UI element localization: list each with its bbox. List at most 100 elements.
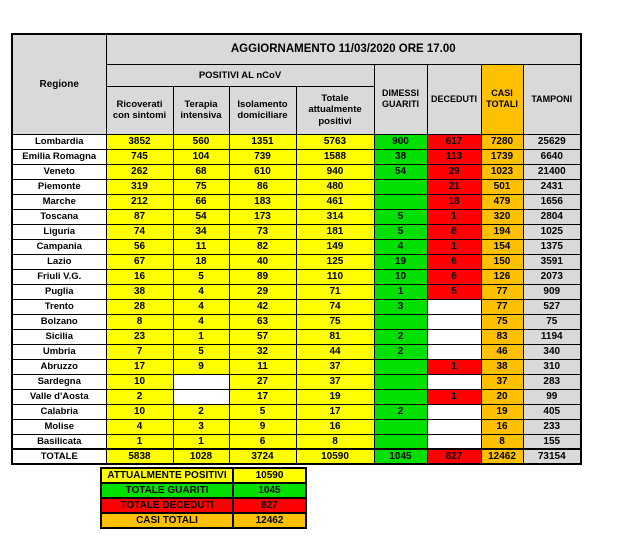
cell-terapia: 66 xyxy=(172,193,230,210)
cell-casi: 154 xyxy=(480,238,524,255)
cell-totale_positivi: 461 xyxy=(295,193,375,210)
cell-totale_positivi: 480 xyxy=(295,178,375,195)
col-header-casi-totali: CASI TOTALI xyxy=(480,63,524,135)
cell-regione: Lazio xyxy=(11,253,107,270)
table-row: Calabria 10 2 5 17 2 19 405 xyxy=(11,403,582,420)
table-row: Umbria 7 5 32 44 2 46 340 xyxy=(11,343,582,360)
table-row: Piemonte 319 75 86 480 21 501 2431 xyxy=(11,178,582,195)
col-header-isolamento: Isolamento domiciliare xyxy=(228,85,297,135)
cell-deceduti: 8 xyxy=(426,223,482,240)
cell-regione: Puglia xyxy=(11,283,107,300)
cell-dimessi xyxy=(373,433,428,450)
cell-totale_positivi: 19 xyxy=(295,388,375,405)
cell-ricoverati: 2 xyxy=(105,388,174,405)
cell-terapia: 1 xyxy=(172,328,230,345)
cell-casi: 320 xyxy=(480,208,524,225)
cell-totale_positivi: 5763 xyxy=(295,133,375,150)
cell-terapia: 4 xyxy=(172,283,230,300)
cell-dimessi: 3 xyxy=(373,298,428,315)
cell-ricoverati: 16 xyxy=(105,268,174,285)
positivi-group-header: POSITIVI AL nCoV xyxy=(105,63,375,87)
table-row: Basilicata 1 1 6 8 8 155 xyxy=(11,433,582,450)
cell-ricoverati: 1 xyxy=(105,433,174,450)
cell-deceduti xyxy=(426,313,482,330)
cell-ricoverati: 5838 xyxy=(105,448,174,465)
cell-deceduti: 617 xyxy=(426,133,482,150)
cell-casi: 1023 xyxy=(480,163,524,180)
table-row: Lazio 67 18 40 125 19 6 150 3591 xyxy=(11,253,582,270)
summary-table: ATTUALMENTE POSITIVI 10590 TOTALE GUARITI 1… xyxy=(100,467,307,529)
cell-isolamento: 610 xyxy=(228,163,297,180)
cell-terapia: 4 xyxy=(172,313,230,330)
cell-tamponi: 310 xyxy=(522,358,582,375)
cell-deceduti xyxy=(426,433,482,450)
cell-totale_positivi: 125 xyxy=(295,253,375,270)
cell-tamponi: 1025 xyxy=(522,223,582,240)
col-header-totale-positivi: Totale attualmente positivi xyxy=(295,85,375,135)
table-row: Valle d'Aosta 2 17 19 1 20 99 xyxy=(11,388,582,405)
summary-label: TOTALE DECEDUTI xyxy=(100,497,234,514)
table-row: Liguria 74 34 73 181 5 8 194 1025 xyxy=(11,223,582,240)
cell-isolamento: 42 xyxy=(228,298,297,315)
cell-terapia: 68 xyxy=(172,163,230,180)
cell-casi: 501 xyxy=(480,178,524,195)
summary-label: TOTALE GUARITI xyxy=(100,482,234,499)
cell-totale_positivi: 16 xyxy=(295,418,375,435)
cell-totale_positivi: 110 xyxy=(295,268,375,285)
cell-isolamento: 5 xyxy=(228,403,297,420)
cell-regione: Emilia Romagna xyxy=(11,148,107,165)
cell-tamponi: 25629 xyxy=(522,133,582,150)
cell-tamponi: 21400 xyxy=(522,163,582,180)
cell-dimessi: 10 xyxy=(373,268,428,285)
cell-tamponi: 73154 xyxy=(522,448,582,465)
cell-casi: 19 xyxy=(480,403,524,420)
cell-casi: 126 xyxy=(480,268,524,285)
cell-tamponi: 2431 xyxy=(522,178,582,195)
cell-tamponi: 2073 xyxy=(522,268,582,285)
cell-isolamento: 57 xyxy=(228,328,297,345)
cell-totale_positivi: 74 xyxy=(295,298,375,315)
cell-ricoverati: 3852 xyxy=(105,133,174,150)
cell-casi: 150 xyxy=(480,253,524,270)
cell-deceduti xyxy=(426,418,482,435)
cell-terapia: 2 xyxy=(172,403,230,420)
cell-ricoverati: 28 xyxy=(105,298,174,315)
cell-casi: 20 xyxy=(480,388,524,405)
cell-deceduti: 1 xyxy=(426,238,482,255)
cell-terapia: 4 xyxy=(172,298,230,315)
cell-casi: 7280 xyxy=(480,133,524,150)
cell-dimessi: 1045 xyxy=(373,448,428,465)
summary-value: 827 xyxy=(232,497,307,514)
cell-deceduti xyxy=(426,373,482,390)
cell-regione: Abruzzo xyxy=(11,358,107,375)
cell-regione: Toscana xyxy=(11,208,107,225)
cell-regione: Lombardia xyxy=(11,133,107,150)
cell-terapia: 11 xyxy=(172,238,230,255)
summary-row: TOTALE DECEDUTI 827 xyxy=(100,497,307,514)
cell-regione: Marche xyxy=(11,193,107,210)
cell-isolamento: 86 xyxy=(228,178,297,195)
cell-isolamento: 1351 xyxy=(228,133,297,150)
cell-terapia xyxy=(172,373,230,390)
cell-isolamento: 173 xyxy=(228,208,297,225)
cell-totale_positivi: 314 xyxy=(295,208,375,225)
cell-regione: Sardegna xyxy=(11,373,107,390)
cell-dimessi: 38 xyxy=(373,148,428,165)
cell-dimessi: 5 xyxy=(373,223,428,240)
cell-casi: 77 xyxy=(480,298,524,315)
table-row: Friuli V.G. 16 5 89 110 10 6 126 2073 xyxy=(11,268,582,285)
col-header-ricoverati: Ricoverati con sintomi xyxy=(105,85,174,135)
cell-tamponi: 75 xyxy=(522,313,582,330)
cell-tamponi: 340 xyxy=(522,343,582,360)
cell-ricoverati: 87 xyxy=(105,208,174,225)
cell-isolamento: 63 xyxy=(228,313,297,330)
table-row: Toscana 87 54 173 314 5 1 320 2804 xyxy=(11,208,582,225)
cell-totale_positivi: 37 xyxy=(295,373,375,390)
cell-dimessi: 4 xyxy=(373,238,428,255)
cell-ricoverati: 38 xyxy=(105,283,174,300)
cell-dimessi: 54 xyxy=(373,163,428,180)
cell-dimessi xyxy=(373,388,428,405)
cell-regione: Calabria xyxy=(11,403,107,420)
cell-dimessi xyxy=(373,373,428,390)
